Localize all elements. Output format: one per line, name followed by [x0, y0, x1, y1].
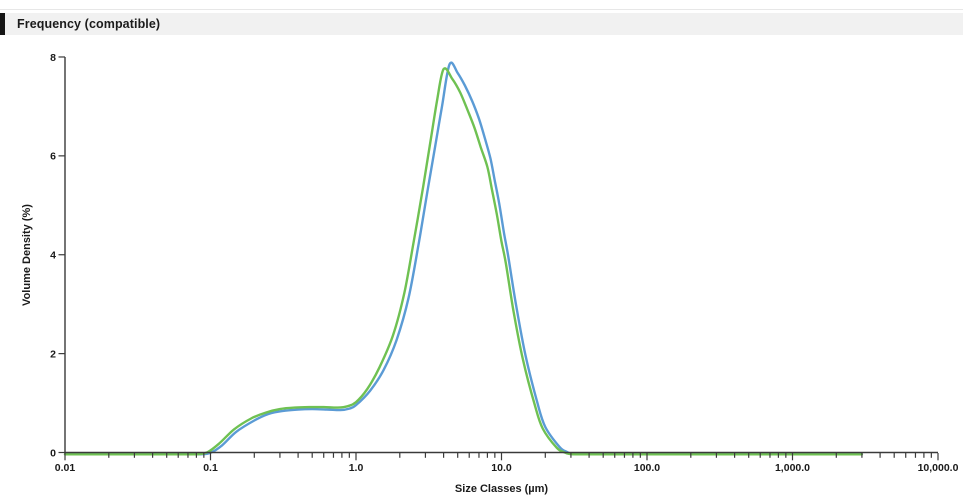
top-separator-line — [0, 9, 963, 10]
green-curve — [63, 67, 864, 456]
y-axis-title: Volume Density (%) — [21, 204, 33, 306]
x-tick-label: 1,000.0 — [775, 462, 810, 474]
x-tick-label: 1.0 — [349, 462, 364, 474]
x-tick-label: 0.01 — [55, 462, 76, 474]
curves — [63, 61, 864, 456]
y-tick-label: 2 — [50, 348, 56, 360]
blue-curve — [63, 61, 864, 456]
x-tick-label: 0.1 — [203, 462, 218, 474]
x-tick-label: 100.0 — [634, 462, 660, 474]
y-tick-label: 8 — [50, 52, 56, 64]
y-tick-label: 6 — [50, 151, 56, 163]
y-tick-label: 4 — [50, 250, 56, 262]
x-tick-labels: 0.01 0.1 1.0 10.0 100.0 1,000.0 10,000.0 — [55, 462, 959, 474]
x-tick-label: 10.0 — [491, 462, 512, 474]
chart-title: Frequency (compatible) — [17, 17, 161, 31]
y-tick-labels: 0 2 4 6 8 — [50, 52, 56, 460]
y-tick-label: 0 — [50, 447, 56, 459]
header-accent-bar — [0, 13, 5, 35]
x-axis-title: Size Classes (µm) — [455, 483, 548, 495]
x-tick-label: 10,000.0 — [918, 462, 959, 474]
chart-header-bar: Frequency (compatible) — [0, 13, 963, 35]
tick-marks — [58, 56, 939, 461]
axes — [64, 56, 938, 454]
